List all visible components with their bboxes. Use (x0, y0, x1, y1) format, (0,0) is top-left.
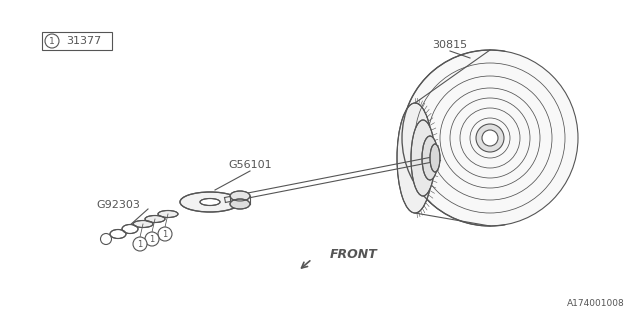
Ellipse shape (230, 199, 250, 209)
Text: FRONT: FRONT (330, 249, 378, 261)
Circle shape (158, 227, 172, 241)
Ellipse shape (145, 215, 165, 222)
Text: 1: 1 (163, 229, 168, 238)
Ellipse shape (158, 211, 178, 218)
Ellipse shape (230, 191, 250, 201)
Text: 1: 1 (149, 235, 155, 244)
Ellipse shape (200, 198, 220, 205)
Text: 31377: 31377 (67, 36, 102, 46)
Ellipse shape (133, 220, 153, 228)
Ellipse shape (397, 103, 433, 213)
Ellipse shape (180, 192, 240, 212)
Ellipse shape (411, 120, 435, 196)
Ellipse shape (430, 144, 440, 172)
Text: 1: 1 (138, 239, 143, 249)
Ellipse shape (422, 136, 438, 180)
Ellipse shape (110, 229, 126, 238)
Text: A174001008: A174001008 (567, 299, 625, 308)
Circle shape (482, 130, 498, 146)
Text: 30815: 30815 (433, 40, 468, 50)
Circle shape (402, 50, 578, 226)
Text: G92303: G92303 (96, 200, 140, 210)
Circle shape (145, 232, 159, 246)
Circle shape (100, 234, 111, 244)
Text: G56101: G56101 (228, 160, 272, 170)
Ellipse shape (122, 225, 138, 234)
Circle shape (133, 237, 147, 251)
FancyBboxPatch shape (42, 32, 112, 50)
Text: 1: 1 (49, 36, 55, 45)
Circle shape (45, 34, 59, 48)
Circle shape (476, 124, 504, 152)
